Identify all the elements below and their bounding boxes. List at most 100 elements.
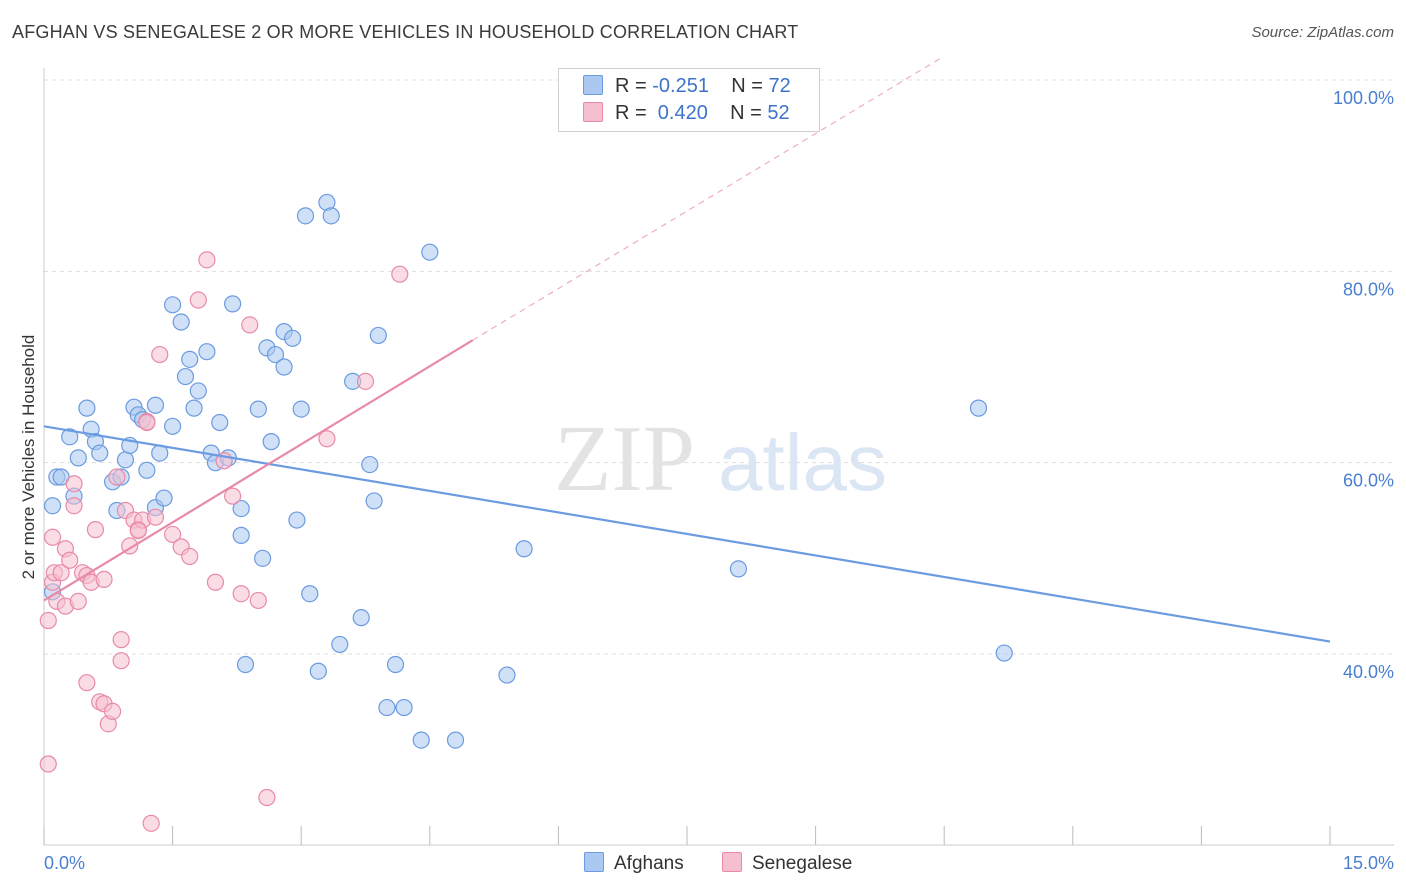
- point-afghans: [284, 329, 302, 347]
- legend-r-label: R =: [615, 75, 653, 97]
- point-afghans: [498, 666, 516, 684]
- trend-line-afghans: [43, 425, 1331, 643]
- point-afghans: [91, 444, 109, 462]
- point-senegalese: [112, 631, 130, 649]
- legend-r-label: R =: [615, 102, 653, 124]
- point-senegalese: [103, 702, 122, 721]
- point-afghans: [515, 540, 533, 558]
- point-afghans: [69, 449, 87, 467]
- point-senegalese: [112, 652, 130, 670]
- point-afghans: [292, 400, 310, 418]
- legend-r-value: 0.420: [652, 102, 708, 124]
- legend-swatch-afghans: [583, 75, 603, 95]
- point-afghans: [262, 433, 280, 451]
- x-tick-label-min: 0.0%: [44, 853, 85, 873]
- point-afghans: [155, 489, 173, 507]
- point-senegalese: [52, 564, 70, 582]
- x-tick-label-max: 15.0%: [1343, 853, 1394, 873]
- point-afghans: [254, 549, 272, 567]
- point-afghans: [446, 731, 465, 749]
- point-afghans: [43, 497, 62, 515]
- point-afghans: [309, 662, 327, 680]
- point-senegalese: [78, 674, 96, 692]
- watermark-zip: ZIP: [554, 407, 695, 511]
- point-afghans: [352, 609, 370, 627]
- legend-row-senegalese: R = 0.420 N = 52: [583, 102, 790, 126]
- point-senegalese: [224, 487, 242, 505]
- point-afghans: [729, 560, 748, 578]
- bottom-legend-swatch-senegalese: [722, 852, 742, 872]
- point-senegalese: [129, 521, 147, 540]
- point-afghans: [266, 345, 285, 364]
- point-afghans: [378, 698, 396, 717]
- y-tick-labels: 40.0% 60.0% 80.0% 100.0%: [1333, 88, 1394, 682]
- point-senegalese: [391, 265, 409, 283]
- point-afghans: [236, 655, 255, 674]
- bottom-legend-swatch-afghans: [584, 852, 604, 872]
- axes: [43, 68, 1394, 846]
- legend-swatch-senegalese: [583, 102, 603, 122]
- point-afghans: [164, 296, 182, 314]
- point-senegalese: [138, 413, 156, 432]
- point-afghans: [369, 326, 387, 345]
- point-senegalese: [356, 372, 375, 390]
- point-senegalese: [318, 430, 336, 448]
- point-afghans: [176, 367, 195, 386]
- bottom-legend-label-senegalese: Senegalese: [752, 853, 853, 874]
- point-senegalese: [146, 508, 165, 526]
- bottom-legend-label-afghans: Afghans: [614, 853, 684, 874]
- watermark-atlas: atlas: [718, 418, 887, 507]
- point-afghans: [189, 382, 207, 400]
- y-axis-label: 2 or more Vehicles in Household: [19, 335, 38, 580]
- point-senegalese: [164, 525, 182, 544]
- gridlines: [44, 79, 1394, 655]
- point-afghans: [331, 635, 349, 654]
- point-senegalese: [198, 251, 216, 269]
- point-afghans: [172, 313, 190, 331]
- point-afghans: [969, 399, 988, 417]
- legend-n-label: N =: [730, 102, 768, 124]
- point-afghans: [296, 207, 315, 225]
- point-senegalese: [232, 585, 250, 603]
- bottom-legend-afghans: Afghans: [584, 852, 684, 875]
- point-senegalese: [65, 475, 83, 493]
- legend-n-value: 52: [767, 102, 790, 124]
- point-afghans: [275, 358, 293, 376]
- point-senegalese: [39, 611, 57, 630]
- point-afghans: [249, 400, 267, 418]
- trend-lines: [43, 55, 1331, 643]
- source-credit: Source: ZipAtlas.com: [1251, 24, 1394, 41]
- point-afghans: [164, 417, 182, 435]
- point-senegalese: [43, 528, 62, 546]
- legend-n-value: 72: [768, 75, 791, 97]
- point-afghans: [412, 731, 430, 749]
- point-afghans: [361, 455, 379, 474]
- point-afghans: [995, 644, 1013, 662]
- data-points: [39, 193, 1013, 832]
- point-senegalese: [189, 291, 207, 309]
- point-senegalese: [151, 345, 169, 364]
- point-afghans: [198, 343, 216, 361]
- correlation-legend: R = -0.251 N = 72 R = 0.420 N = 52: [558, 68, 820, 132]
- chart-title: AFGHAN VS SENEGALESE 2 OR MORE VEHICLES …: [12, 22, 799, 42]
- point-afghans: [211, 413, 229, 432]
- point-senegalese: [241, 316, 259, 334]
- point-afghans: [224, 295, 242, 313]
- bottom-legend-senegalese: Senegalese: [722, 852, 852, 875]
- point-afghans: [146, 396, 165, 414]
- point-afghans: [138, 461, 156, 479]
- point-senegalese: [108, 468, 126, 486]
- point-afghans: [61, 428, 79, 446]
- point-afghans: [421, 243, 439, 261]
- y-tick-label: 60.0%: [1343, 471, 1394, 491]
- point-senegalese: [181, 547, 199, 566]
- point-senegalese: [95, 570, 113, 588]
- point-afghans: [185, 399, 203, 417]
- x-ticks: [43, 826, 1331, 845]
- point-senegalese: [249, 591, 267, 610]
- point-afghans: [181, 350, 199, 368]
- trend-extension-senegalese: [472, 55, 945, 341]
- point-senegalese: [65, 497, 83, 515]
- point-senegalese: [86, 521, 105, 539]
- point-afghans: [288, 511, 306, 529]
